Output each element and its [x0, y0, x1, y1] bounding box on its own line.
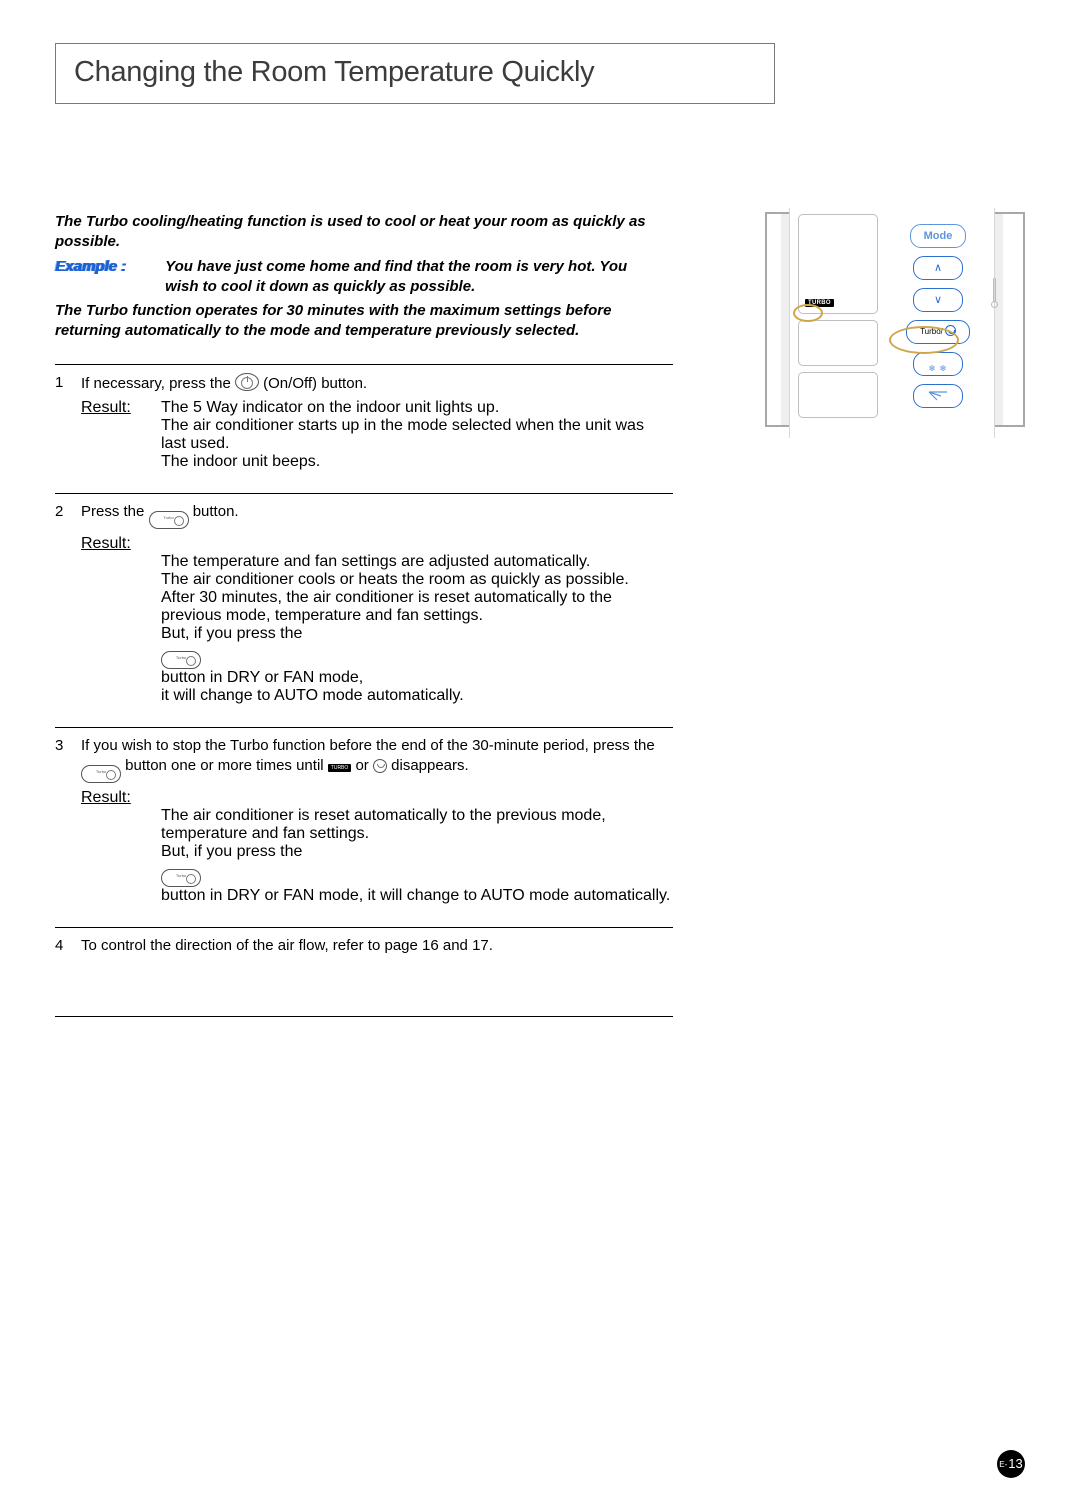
page-frame: Changing the Room Temperature Quickly Th… — [55, 43, 1025, 1443]
temp-down-button[interactable]: ∨ — [913, 288, 963, 312]
step2-result-b: button in DRY or FAN mode, it will chang… — [161, 669, 464, 704]
turbo-indicator-icon: TURBO — [805, 299, 834, 307]
content-region: The Turbo cooling/heating function is us… — [55, 212, 1025, 1017]
step-number: 2 — [55, 502, 81, 529]
step2-pre: Press the — [81, 503, 149, 520]
step-number: 3 — [55, 736, 81, 783]
remote-diagram: TURBO Mode ∧ ∨ Turbo/ ✻ ✻ — [765, 212, 1025, 427]
intro-block: The Turbo cooling/heating function is us… — [55, 212, 673, 342]
page-title: Changing the Room Temperature Quickly — [74, 56, 754, 89]
turbo-indicator-icon: TURBO — [328, 764, 352, 772]
step1-result: The 5 Way indicator on the indoor unit l… — [161, 399, 673, 471]
step2-post: button. — [193, 503, 239, 520]
remote-main-screen: TURBO — [798, 214, 878, 314]
intro-line1: The Turbo cooling/heating function is us… — [55, 212, 673, 253]
swing-button[interactable] — [913, 384, 963, 408]
remote-sub-screen — [798, 372, 878, 418]
page-num-value: 13 — [1008, 1456, 1022, 1471]
result-label: Result: — [81, 789, 161, 905]
cycle-icon — [945, 325, 956, 336]
step3-mid: button one or more times until — [125, 757, 328, 774]
step-number: 4 — [55, 936, 81, 956]
thermometer-icon — [991, 278, 998, 308]
remote-button-column: Mode ∧ ∨ Turbo/ ✻ ✻ — [890, 224, 986, 416]
step-body: Press the Turbo button. — [81, 502, 673, 529]
cycle-icon — [373, 759, 387, 773]
turbo-button[interactable]: Turbo/ — [906, 320, 970, 344]
turbo-icon: Turbo — [161, 651, 201, 669]
turbo-icon: Turbo — [161, 869, 201, 887]
step-number: 1 — [55, 373, 81, 394]
result-label: Result: — [81, 399, 161, 471]
result-label: Result: — [81, 535, 161, 705]
power-icon — [235, 373, 259, 391]
intro-line3: The Turbo function operates for 30 minut… — [55, 301, 673, 342]
step3-or: or — [355, 757, 373, 774]
fan-button[interactable]: ✻ ✻ — [913, 352, 963, 376]
step1-pre: If necessary, press the — [81, 375, 235, 392]
step-body: If you wish to stop the Turbo function b… — [81, 736, 673, 783]
title-box: Changing the Room Temperature Quickly — [55, 43, 775, 104]
step3-result: The air conditioner is reset automatical… — [161, 789, 673, 905]
step-3: 3 If you wish to stop the Turbo function… — [55, 727, 673, 905]
step3-result-b: button in DRY or FAN mode, it will chang… — [161, 887, 670, 904]
step2-result: The temperature and fan settings are adj… — [161, 535, 673, 705]
step2-result-a: The temperature and fan settings are adj… — [161, 553, 629, 642]
example-text: You have just come home and find that th… — [165, 257, 635, 298]
turbo-icon: Turbo — [149, 511, 189, 529]
page-prefix: E- — [999, 1460, 1007, 1469]
step-body: If necessary, press the (On/Off) button. — [81, 373, 673, 394]
step3-result-a: The air conditioner is reset automatical… — [161, 807, 606, 860]
remote-sub-screen — [798, 320, 878, 366]
page-number: E-13 — [997, 1450, 1025, 1478]
remote-screen-column: TURBO — [798, 214, 878, 424]
mode-button[interactable]: Mode — [910, 224, 966, 248]
step3-pre: If you wish to stop the Turbo function b… — [81, 737, 655, 754]
turbo-button-label: Turbo/ — [920, 327, 943, 336]
step-4: 4 To control the direction of the air fl… — [55, 927, 673, 1017]
step-2: 2 Press the Turbo button. Result: The te… — [55, 493, 673, 705]
step3-post: disappears. — [391, 757, 469, 774]
step1-post: (On/Off) button. — [263, 375, 367, 392]
example-label: Example : — [55, 257, 161, 277]
step-1: 1 If necessary, press the (On/Off) butto… — [55, 364, 673, 472]
temp-up-button[interactable]: ∧ — [913, 256, 963, 280]
step4-text: To control the direction of the air flow… — [81, 936, 673, 956]
turbo-icon: Turbo — [81, 765, 121, 783]
